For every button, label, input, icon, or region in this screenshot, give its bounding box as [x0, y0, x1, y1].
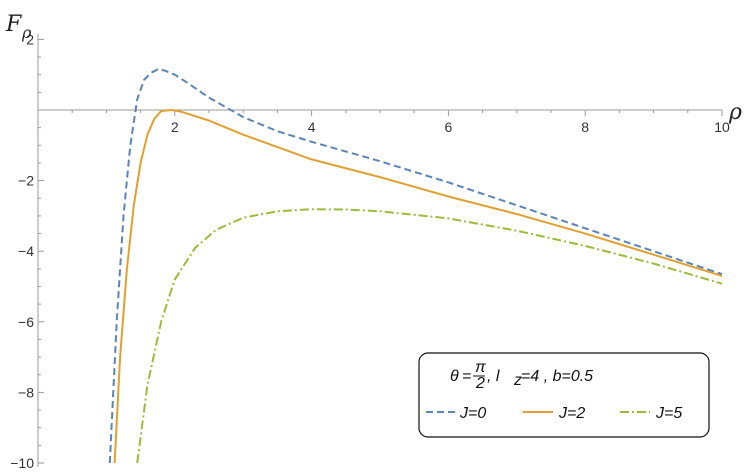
y-tick-label: 2: [26, 31, 34, 47]
legend-label-j2: J=2: [558, 405, 585, 422]
legend-box: [418, 352, 710, 438]
x-tick-label: 8: [581, 119, 589, 135]
series-line-j2: [113, 109, 723, 464]
y-tick-label: −8: [18, 384, 34, 400]
series-line-j5: [136, 208, 723, 464]
axes: 2 4 6 8 10 2 −2 −4 −6 −8 −10: [10, 31, 730, 471]
legend-label-j5: J=5: [655, 405, 682, 422]
x-tick-label: 10: [714, 119, 730, 135]
y-tick-label: −10: [10, 455, 34, 471]
x-tick-label: 4: [308, 119, 316, 135]
plot-area: [108, 68, 723, 464]
y-axis-label: F: [5, 12, 22, 37]
legend-frac-denominator: 2: [475, 375, 485, 392]
x-axis-label: ρ: [728, 100, 742, 125]
y-axis-label-subscript: ρ: [21, 23, 32, 42]
series-line-j0: [108, 68, 723, 464]
legend-equals: =: [462, 368, 471, 385]
legend: θ = π 2 , l z =4 , b=0.5 J=0 J=2 J=5: [418, 352, 710, 438]
y-tick-label: −4: [18, 243, 34, 259]
legend-title: θ = π 2 , l z =4 , b=0.5: [450, 359, 593, 392]
y-tick-label: −2: [18, 173, 34, 189]
legend-label-j0: J=0: [459, 405, 486, 422]
legend-lz-subscript: z: [513, 372, 522, 389]
x-tick-label: 2: [171, 119, 179, 135]
y-tick-label: −6: [18, 314, 34, 330]
legend-params: , l: [487, 368, 500, 385]
legend-params-rest: =4 , b=0.5: [521, 368, 593, 385]
legend-theta: θ: [450, 368, 459, 385]
legend-frac-numerator: π: [475, 359, 486, 376]
x-tick-label: 6: [445, 119, 453, 135]
